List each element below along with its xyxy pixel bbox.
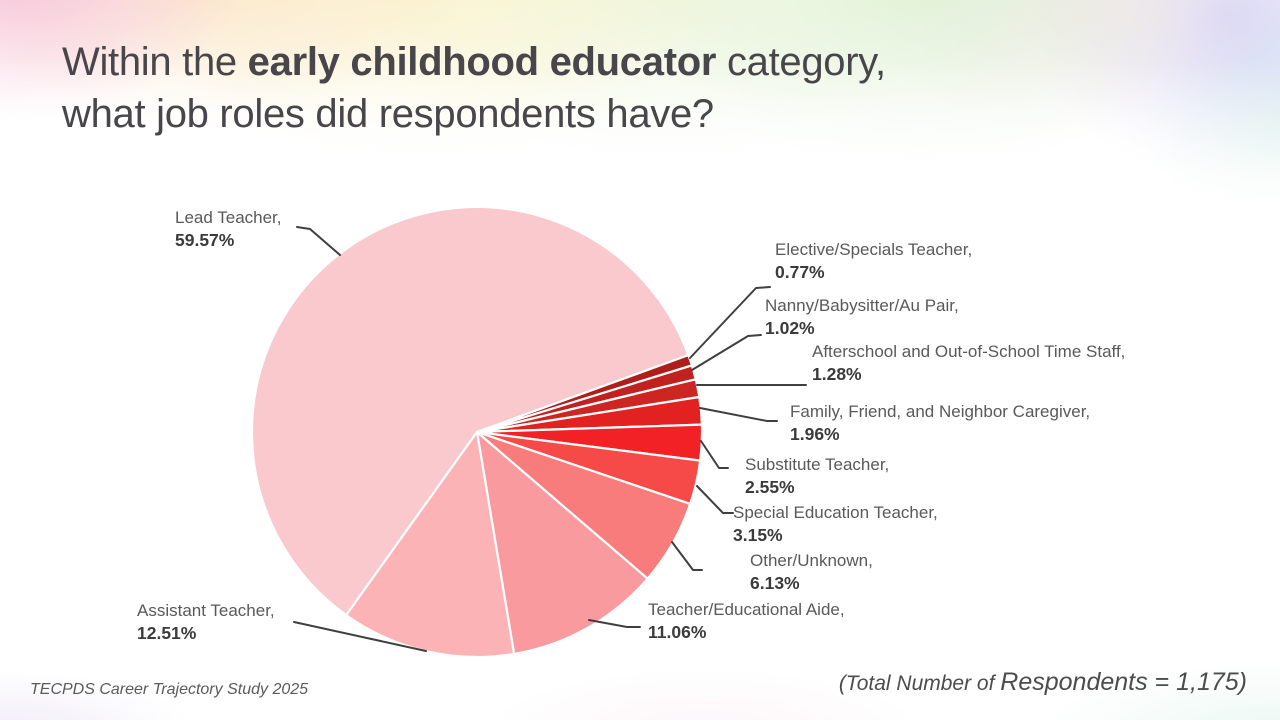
slice-percentage-text: 6.13% — [750, 573, 800, 593]
footer-total-respondents: (Total Number of Respondents = 1,175) — [839, 668, 1247, 697]
slice-label-assistant-teacher: Assistant Teacher, 12.51% — [137, 599, 275, 645]
slice-label-text: Lead Teacher, — [175, 208, 282, 227]
title-text-bold: early childhood educator — [247, 40, 717, 84]
slice-label-afterschool-and-out-of-school-time-staff: Afterschool and Out-of-School Time Staff… — [812, 340, 1125, 386]
slice-label-elective-specials-teacher: Elective/Specials Teacher, 0.77% — [775, 238, 972, 284]
slide-title: Within the early childhood educator cate… — [62, 36, 1222, 140]
slice-percentage-text: 1.96% — [790, 424, 840, 444]
slice-label-family-friend-and-neighbor-caregiver: Family, Friend, and Neighbor Caregiver, 1… — [790, 400, 1090, 446]
slice-percentage-text: 2.55% — [745, 477, 795, 497]
slice-label-text: Family, Friend, and Neighbor Caregiver, — [790, 402, 1091, 421]
pie-slices-group — [250, 205, 704, 659]
slice-label-other-unknown: Other/Unknown, 6.13% — [750, 549, 873, 595]
leader-line-substitute-teacher — [700, 440, 729, 469]
title-text-regular: Within the — [62, 40, 248, 84]
slice-label-text: Nanny/Babysitter/Au Pair, — [765, 296, 959, 315]
slice-percentage-text: 59.57% — [175, 230, 235, 250]
slice-label-nanny-babysitter-au-pair: Nanny/Babysitter/Au Pair, 1.02% — [765, 294, 959, 340]
footer-source-text: TECPDS Career Trajectory Study 2025 — [30, 681, 309, 698]
pie-slice-lead-teacher — [250, 205, 690, 617]
leader-line-special-education-teacher — [696, 485, 734, 514]
slice-percentage-text: 12.51% — [137, 623, 197, 643]
slice-percentage-text: 1.28% — [812, 364, 862, 384]
slice-percentage-text: 0.77% — [775, 262, 825, 282]
title-text-regular: category, — [716, 40, 886, 84]
leader-line-assistant-teacher — [293, 621, 427, 652]
slice-label-substitute-teacher: Substitute Teacher, 2.55% — [745, 453, 889, 499]
leader-line-lead-teacher — [296, 226, 341, 256]
slice-label-lead-teacher: Lead Teacher, 59.57% — [175, 206, 282, 252]
slice-percentage-text: 1.02% — [765, 318, 815, 338]
slice-percentage-text: 11.06% — [648, 622, 707, 642]
slice-label-text: Special Education Teacher, — [733, 503, 938, 522]
slice-label-text: Elective/Specials Teacher, — [775, 240, 973, 259]
slice-label-special-education-teacher: Special Education Teacher, 3.15% — [733, 501, 938, 547]
slice-label-teacher-educational-aide: Teacher/Educational Aide, 11.06% — [648, 598, 845, 644]
leader-line-elective-specials-teacher — [689, 286, 771, 359]
slice-label-text: Other/Unknown, — [750, 551, 873, 570]
leader-line-nanny-babysitter-au-pair — [691, 334, 762, 371]
leader-line-other-unknown — [671, 541, 703, 571]
pie-slice-teacher-educational-aide — [475, 430, 649, 655]
footer-total-prefix: (Total Number of — [838, 672, 1001, 695]
slice-label-text: Teacher/Educational Aide, — [648, 600, 845, 619]
slice-label-text: Assistant Teacher, — [137, 601, 275, 620]
leader-line-teacher-educational-aide — [588, 619, 641, 628]
leader-line-family-friend-and-neighbor-caregiver — [699, 407, 778, 422]
title-line2: what job roles did respondents have? — [62, 92, 714, 136]
leader-lines-group — [293, 226, 807, 652]
slice-percentage-text: 3.15% — [733, 525, 783, 545]
footer-total-value: Respondents = 1,175) — [1000, 668, 1247, 696]
slice-label-text: Afterschool and Out-of-School Time Staff… — [812, 342, 1126, 361]
slice-label-text: Substitute Teacher, — [745, 455, 890, 474]
